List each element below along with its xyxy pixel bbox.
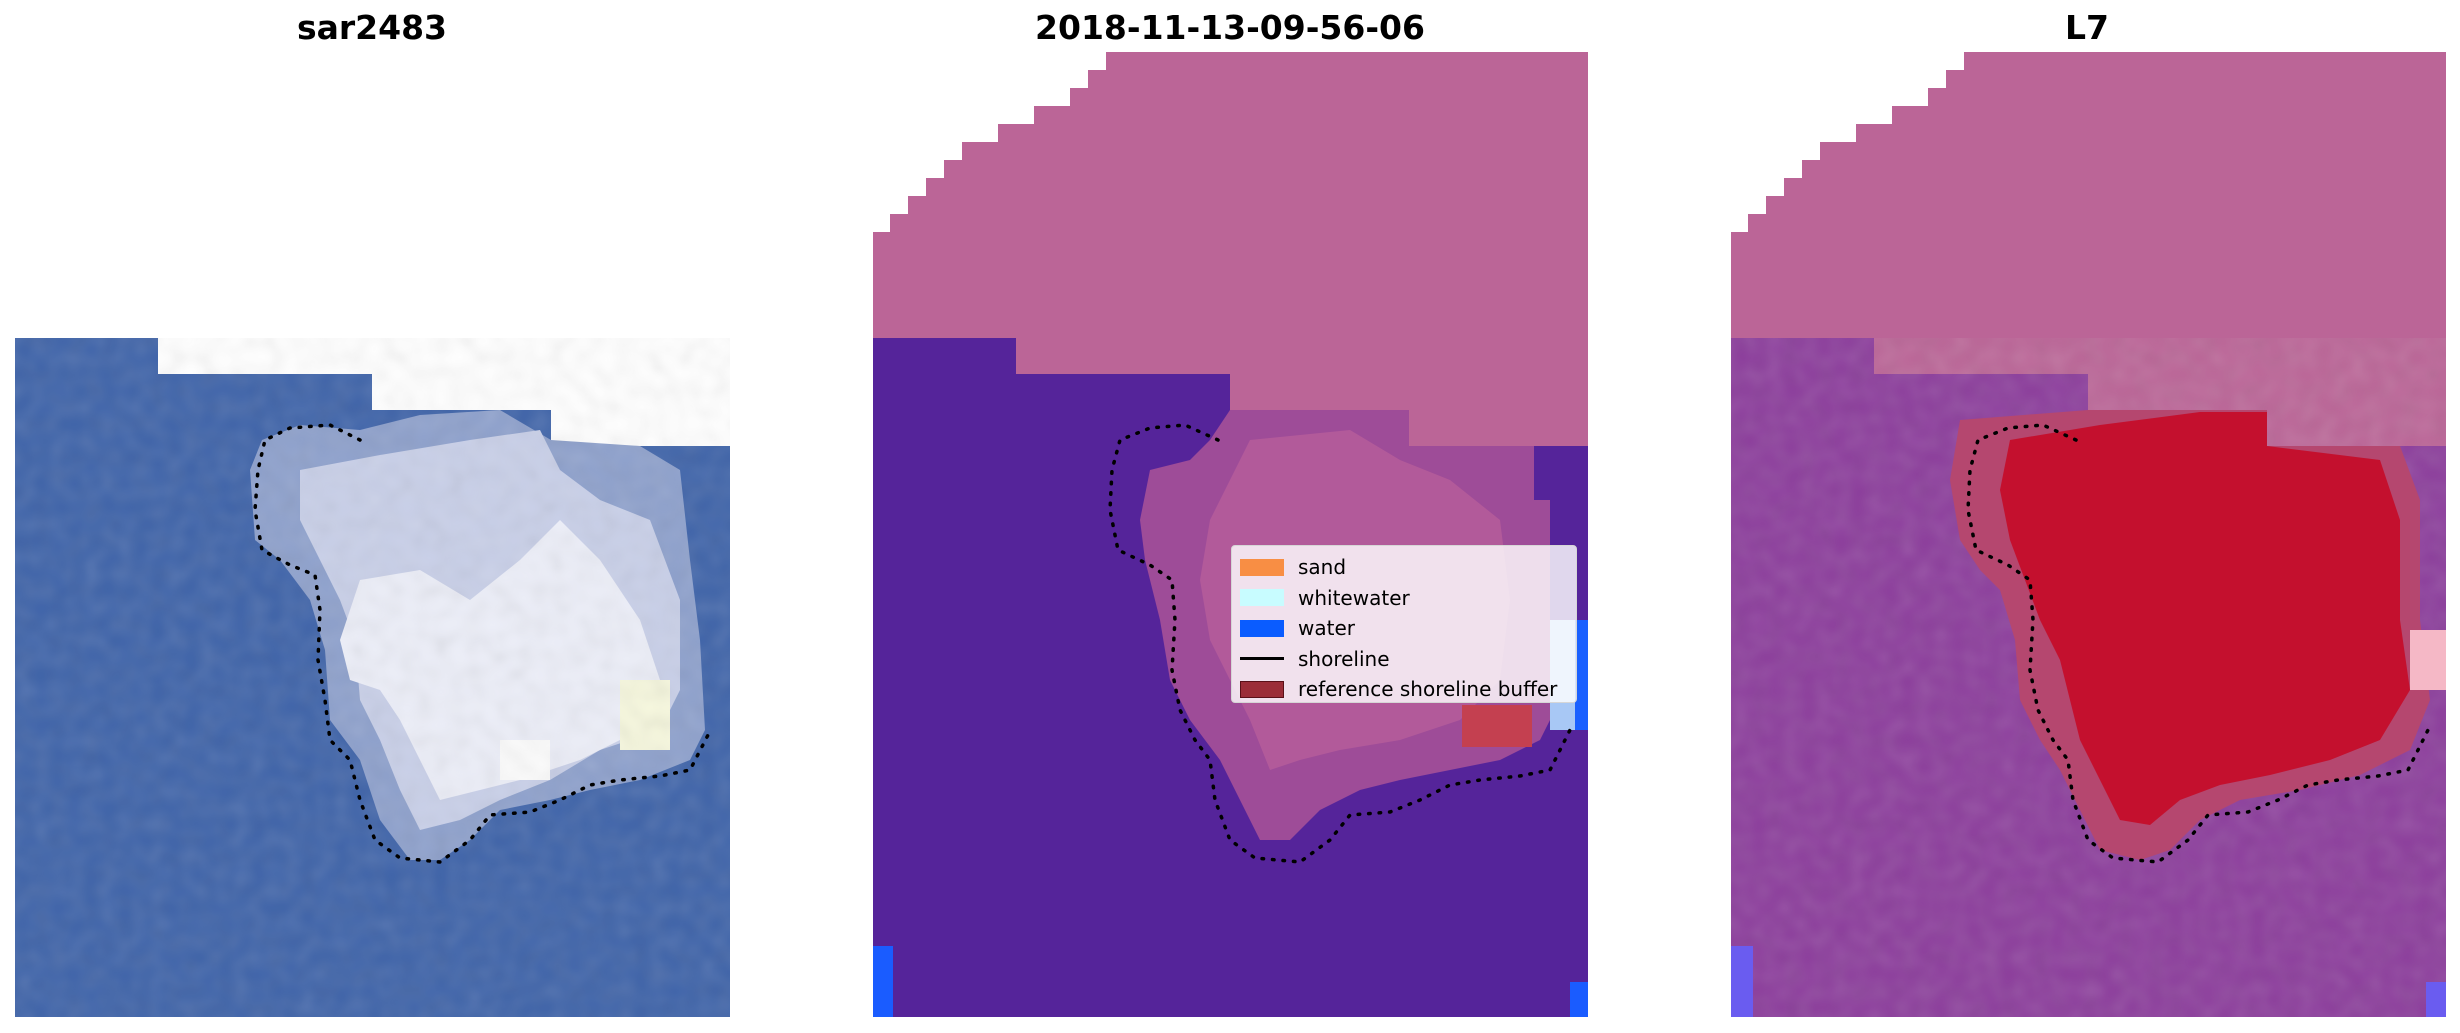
- legend-label: whitewater: [1298, 585, 1410, 610]
- water-corner-patch-left: [873, 946, 893, 1017]
- legend-swatch-reference-buffer: [1240, 680, 1284, 698]
- false-color-image: [1731, 52, 2446, 1017]
- legend-line-shoreline: [1240, 657, 1284, 661]
- legend-swatch-whitewater: [1240, 589, 1284, 607]
- fc-land-core: [2000, 412, 2410, 825]
- panel-title-rgb: sar2483: [296, 8, 448, 47]
- legend-item-whitewater: whitewater: [1240, 583, 1568, 614]
- legend-item-water: water: [1240, 613, 1568, 644]
- legend-label: shoreline: [1298, 646, 1390, 671]
- fc-bright-edge: [2410, 630, 2446, 690]
- buffer-overlap-patch: [1462, 705, 1532, 747]
- rgb-shoreline: [253, 423, 710, 864]
- water-edge-patch: [1575, 620, 1588, 730]
- legend-item-sand: sand: [1240, 552, 1568, 583]
- legend-item-shoreline: shoreline: [1240, 644, 1568, 675]
- legend-label: water: [1298, 616, 1355, 641]
- classified-image: [873, 52, 1588, 1017]
- rgb-image: [15, 338, 730, 1017]
- water-corner-patch-right: [1570, 982, 1588, 1017]
- legend: sand whitewater water shoreline referenc…: [1231, 545, 1577, 703]
- nodata-mask: [873, 52, 1588, 446]
- legend-label: sand: [1298, 555, 1347, 580]
- fc-shoreline: [1966, 423, 2430, 864]
- rgb-texture: [15, 338, 730, 1017]
- panel-title-classified: 2018-11-13-09-56-06: [1035, 8, 1425, 47]
- panel-title-false-color: L7: [2065, 8, 2109, 47]
- fc-corner-patch-right: [2426, 982, 2446, 1017]
- legend-label: reference shoreline buffer: [1298, 677, 1558, 702]
- classified-shoreline: [1108, 423, 1572, 864]
- legend-item-reference-buffer: reference shoreline buffer: [1240, 674, 1568, 705]
- fc-corner-patch-left: [1731, 946, 1753, 1017]
- legend-swatch-sand: [1240, 558, 1284, 576]
- legend-swatch-water: [1240, 619, 1284, 637]
